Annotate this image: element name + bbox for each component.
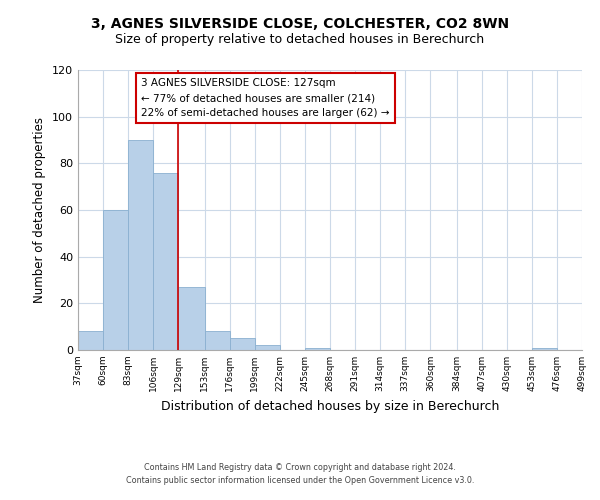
Text: 3, AGNES SILVERSIDE CLOSE, COLCHESTER, CO2 8WN: 3, AGNES SILVERSIDE CLOSE, COLCHESTER, C… xyxy=(91,18,509,32)
Text: Contains public sector information licensed under the Open Government Licence v3: Contains public sector information licen… xyxy=(126,476,474,485)
Bar xyxy=(153,172,178,350)
Bar xyxy=(230,338,255,350)
Text: 3 AGNES SILVERSIDE CLOSE: 127sqm
← 77% of detached houses are smaller (214)
22% : 3 AGNES SILVERSIDE CLOSE: 127sqm ← 77% o… xyxy=(141,78,389,118)
Text: Size of property relative to detached houses in Berechurch: Size of property relative to detached ho… xyxy=(115,32,485,46)
Bar xyxy=(103,210,128,350)
Bar xyxy=(178,287,205,350)
Text: Contains HM Land Registry data © Crown copyright and database right 2024.: Contains HM Land Registry data © Crown c… xyxy=(144,462,456,471)
Bar xyxy=(128,140,153,350)
Bar xyxy=(205,332,230,350)
Bar xyxy=(78,332,103,350)
Bar xyxy=(532,348,557,350)
Bar xyxy=(255,346,280,350)
Y-axis label: Number of detached properties: Number of detached properties xyxy=(34,117,46,303)
X-axis label: Distribution of detached houses by size in Berechurch: Distribution of detached houses by size … xyxy=(161,400,499,412)
Bar xyxy=(305,348,330,350)
